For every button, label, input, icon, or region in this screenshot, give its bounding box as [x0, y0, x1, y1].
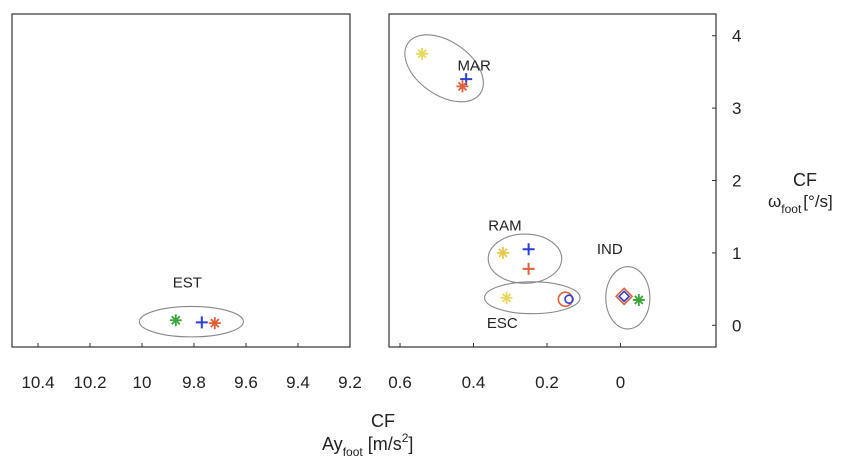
- x-tick-label: 0: [616, 373, 625, 392]
- x-axis-label-sub: foot: [343, 445, 364, 459]
- y-axis-label-unit: [°/s]: [803, 192, 832, 211]
- cluster-label-mar: MAR: [457, 57, 491, 74]
- y-axis-label: ωfoot [°/s]: [768, 192, 833, 216]
- x-tick-label: 9.2: [338, 373, 362, 392]
- x-tick-label: 9.8: [182, 373, 206, 392]
- y-tick-label: 0: [732, 316, 741, 335]
- cluster-ellipse-ind: [605, 266, 651, 330]
- cluster-ellipse-mar: [404, 34, 484, 103]
- cluster-label-est: EST: [173, 275, 202, 292]
- data-point-esc: [500, 291, 513, 304]
- data-point-ind: [615, 287, 634, 306]
- right-y-ticks: 0 1 2 3 4: [712, 27, 741, 335]
- x-tick-label: 10.4: [21, 373, 54, 392]
- x-tick-label: 9.4: [286, 373, 310, 392]
- x-axis-label-unit-sup: 2: [402, 431, 409, 445]
- x-tick-label: 10.2: [73, 373, 106, 392]
- data-point-est: [208, 317, 221, 330]
- left-clusters: EST: [138, 275, 244, 338]
- data-point-est: [195, 316, 208, 329]
- x-tick-label: 9.6: [234, 373, 258, 392]
- data-point-mar: [456, 80, 469, 93]
- data-point-esc: [564, 294, 574, 305]
- data-point-ind: [618, 290, 631, 303]
- cluster-label-ram: RAM: [488, 218, 521, 235]
- cluster-ellipse-esc: [483, 281, 581, 315]
- x-tick-label: 0.2: [535, 373, 559, 392]
- y-tick-label: 4: [732, 27, 741, 46]
- x-axis-label-unit: [m/s: [363, 434, 402, 454]
- x-axis-label-main: Ay: [322, 434, 343, 454]
- left-x-ticks: 10.4 10.2 10 9.8 9.6 9.4 9.2: [21, 343, 362, 392]
- cluster-label-esc: ESC: [487, 315, 518, 332]
- x-axis-label-unit-end: ]: [408, 434, 413, 454]
- y-axis-label-top: CF: [793, 170, 817, 190]
- data-point-est: [169, 314, 182, 327]
- x-axis-label: Ayfoot [m/s2]: [322, 431, 413, 459]
- data-point-ram: [522, 243, 535, 256]
- cluster-ellipse-est: [138, 305, 244, 338]
- x-axis-label-top: CF: [371, 411, 395, 431]
- data-point-mar: [416, 47, 429, 60]
- data-point-ram: [496, 246, 509, 259]
- y-tick-label: 1: [732, 244, 741, 263]
- cluster-label-ind: IND: [597, 241, 623, 258]
- left-plot-frame: [11, 13, 351, 348]
- right-clusters: MAR RAM ESC IND: [404, 34, 651, 332]
- cluster-ellipse-ram: [487, 233, 563, 284]
- data-point-ram: [522, 262, 535, 275]
- x-tick-label: 0.6: [388, 373, 412, 392]
- x-tick-label: 0.4: [462, 373, 486, 392]
- y-axis-label-sub: foot: [781, 202, 802, 216]
- right-plot-frame: [388, 13, 717, 348]
- data-point-ind: [632, 293, 645, 306]
- y-tick-label: 2: [732, 172, 741, 191]
- y-axis-label-main: ω: [768, 192, 781, 211]
- right-x-ticks: 0.6 0.4 0.2 0: [388, 343, 625, 392]
- x-tick-label: 10: [133, 373, 152, 392]
- y-tick-label: 3: [732, 99, 741, 118]
